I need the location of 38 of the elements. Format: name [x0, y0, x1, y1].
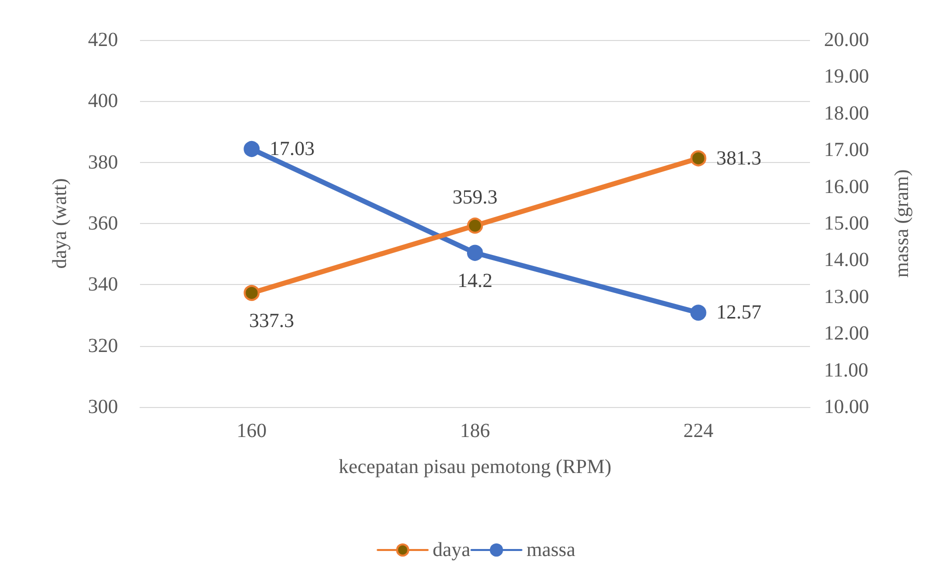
point	[244, 141, 260, 157]
x-tick-label: 160	[236, 420, 267, 442]
y2-tick-label: 18.00	[824, 102, 869, 124]
y2-tick-label: 14.00	[824, 249, 869, 272]
y2-tick-label: 11.00	[824, 359, 868, 382]
y-tick-label: 380	[88, 151, 118, 174]
y-tick-label: 420	[88, 29, 118, 51]
y2-tick-label: 13.00	[824, 286, 869, 308]
y2-axis-title: massa (gram)	[891, 169, 913, 278]
data-label: 14.2	[458, 270, 492, 292]
y2-tick-label: 15.00	[824, 212, 869, 234]
point	[467, 244, 483, 261]
point	[244, 284, 260, 301]
data-label: 12.57	[716, 302, 762, 324]
y2-tick-label: 17.00	[824, 139, 869, 162]
data-label: 359.3	[452, 186, 498, 209]
y-axis-title: daya (watt)	[49, 178, 71, 269]
legend-label: massa	[526, 539, 576, 561]
y-tick-label: 340	[88, 274, 118, 296]
y2-tick-label: 10.00	[824, 396, 869, 418]
x-tick-label: 224	[683, 420, 714, 442]
y-tick-label: 400	[88, 90, 118, 112]
y-tick-label: 320	[88, 334, 118, 357]
y2-tick-label: 19.00	[824, 66, 869, 88]
y2-tick-label: 20.00	[824, 29, 869, 51]
data-label: 17.03	[270, 138, 315, 160]
point	[467, 218, 483, 234]
data-label: 337.3	[249, 310, 294, 332]
data-label: 381.3	[716, 147, 762, 170]
y2-tick-label: 16.00	[824, 176, 869, 198]
y2-tick-label: 12.00	[824, 322, 869, 345]
point	[690, 150, 706, 166]
x-tick-label: 186	[460, 420, 490, 442]
y-tick-label: 300	[88, 396, 118, 418]
point	[690, 304, 706, 321]
x-axis-title: kecepatan pisau pemotong (RPM)	[338, 456, 612, 478]
legend-label: daya	[432, 539, 471, 561]
y-tick-label: 360	[88, 212, 118, 234]
